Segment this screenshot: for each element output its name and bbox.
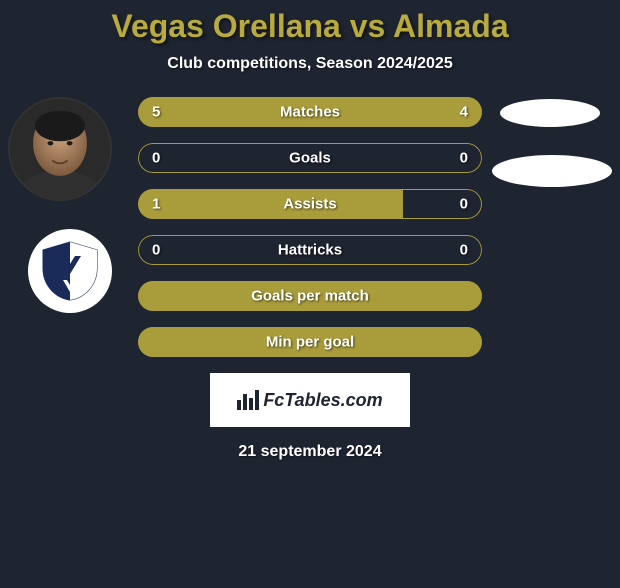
stat-row: Goals 0 0	[138, 143, 482, 173]
stat-label: Assists	[283, 196, 336, 213]
stat-value-left: 5	[152, 104, 160, 121]
comparison-title: Vegas Orellana vs Almada	[0, 8, 620, 45]
stat-label: Min per goal	[266, 334, 354, 351]
stat-label: Hattricks	[278, 242, 342, 259]
stat-label: Matches	[280, 104, 340, 121]
player-right-ellipse-2	[492, 155, 612, 187]
snapshot-date: 21 september 2024	[0, 443, 620, 461]
stat-row: Min per goal	[138, 327, 482, 357]
stat-value-right: 0	[460, 242, 468, 259]
stat-value-right: 4	[460, 104, 468, 121]
stat-value-right: 0	[460, 196, 468, 213]
stat-label: Goals per match	[251, 288, 369, 305]
ftables-badge: FcTables.com	[210, 373, 410, 427]
stat-row: Goals per match	[138, 281, 482, 311]
stat-row: Assists 1 0	[138, 189, 482, 219]
stat-value-left: 0	[152, 242, 160, 259]
stat-row: Matches 5 4	[138, 97, 482, 127]
player-right-ellipse-1	[500, 99, 600, 127]
chart-area: Matches54Goals00Assists10Hattricks00Goal…	[0, 97, 620, 357]
stat-value-right: 0	[460, 150, 468, 167]
comparison-subtitle: Club competitions, Season 2024/2025	[0, 55, 620, 73]
stat-bars: Matches54Goals00Assists10Hattricks00Goal…	[138, 97, 482, 357]
stat-value-left: 1	[152, 196, 160, 213]
stat-label: Goals	[289, 150, 331, 167]
stat-value-left: 0	[152, 150, 160, 167]
player-left-avatar	[8, 97, 112, 201]
club-crest-avatar	[28, 229, 112, 313]
ftables-text: FcTables.com	[263, 390, 382, 411]
stat-row: Hattricks 0 0	[138, 235, 482, 265]
ftables-logo-icon	[237, 390, 259, 410]
